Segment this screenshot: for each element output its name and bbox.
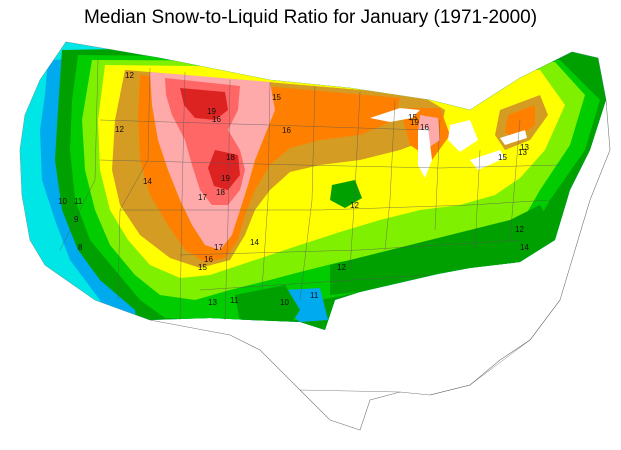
contour-label: 11 <box>74 197 83 206</box>
contour-label: 15 <box>408 113 417 122</box>
contour-label: 10 <box>58 197 67 206</box>
contour-label: 16 <box>420 123 429 132</box>
contour-label: 12 <box>515 225 524 234</box>
contour-label: 13 <box>208 298 217 307</box>
lake-michigan <box>418 128 432 178</box>
contour-label: 9 <box>74 215 79 224</box>
contour-label: 16 <box>212 115 221 124</box>
contour-label: 12 <box>115 125 124 134</box>
contour-label: 10 <box>280 298 289 307</box>
contour-label: 15 <box>198 263 207 272</box>
contour-label: 19 <box>410 118 419 127</box>
band-19-center <box>208 150 240 190</box>
contour-label: 12 <box>350 201 359 210</box>
band-19-north <box>180 88 228 120</box>
band-9-southwest <box>235 285 300 325</box>
contour-label: 15 <box>272 93 281 102</box>
lake-erie <box>470 150 505 170</box>
lake-ontario <box>500 130 527 145</box>
contour-label: 14 <box>250 238 259 247</box>
contour-label: 11 <box>230 296 239 305</box>
contour-label: 14 <box>520 243 529 252</box>
contour-label: 16 <box>282 126 291 135</box>
contour-label: 12 <box>125 71 134 80</box>
band-10-southeast <box>330 205 555 295</box>
contour-label: 18 <box>216 188 225 197</box>
contour-label: 13 <box>518 148 527 157</box>
state-boundaries <box>59 59 561 396</box>
band-9-island <box>330 180 362 208</box>
contour-label: 17 <box>198 193 207 202</box>
contour-label: 12 <box>337 263 346 272</box>
lake-huron <box>448 120 478 152</box>
contour-label: 19 <box>207 107 216 116</box>
contour-label: 8 <box>78 243 83 252</box>
contour-label: 13 <box>520 143 529 152</box>
map-title: Median Snow-to-Liquid Ratio for January … <box>83 7 538 28</box>
contour-labels: 8 9 10 11 11 12 12 12 12 13 13 14 14 15 … <box>58 71 529 307</box>
contour-label: 19 <box>221 174 230 183</box>
contour-label: 18 <box>226 153 235 162</box>
contour-label: 14 <box>143 177 152 186</box>
contour-label: 17 <box>214 243 223 252</box>
contour-label: 16 <box>204 255 213 264</box>
lake-superior <box>370 108 420 122</box>
contour-label: 15 <box>498 153 507 162</box>
contour-label: 11 <box>310 291 319 300</box>
